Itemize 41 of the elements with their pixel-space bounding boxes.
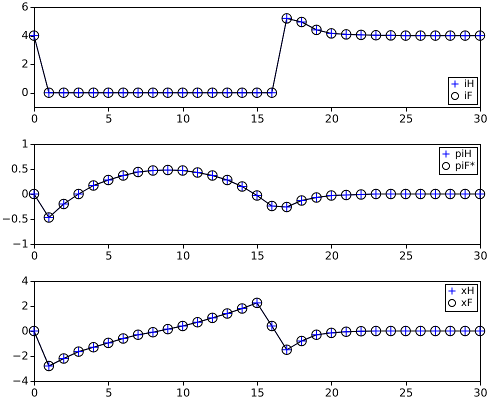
y-tick-label: 0 (22, 324, 28, 338)
y-tick-label: 4 (22, 274, 28, 288)
x-tick-label: 10 (176, 386, 190, 400)
x-tick-label: 30 (474, 250, 488, 262)
x-tick-label: 0 (31, 250, 38, 262)
y-tick-label: −2 (12, 350, 28, 362)
x-tick-label: 15 (250, 250, 264, 262)
y-tick-label: 2 (22, 300, 28, 312)
x-tick-label: 20 (324, 386, 339, 400)
y-tick-label: 0 (22, 86, 28, 100)
legend-label: piH (455, 149, 472, 160)
x-tick-label: 25 (399, 386, 414, 400)
legend-label: iH (464, 79, 474, 90)
x-tick-label: 30 (474, 112, 488, 126)
x-tick-label: 5 (105, 250, 112, 262)
y-tick-label: −4 (12, 374, 28, 388)
x-tick-label: 15 (250, 112, 264, 126)
y-tick-label: −0.5 (2, 212, 28, 226)
legend-label: xF (461, 298, 473, 309)
x-tick-label: 15 (250, 386, 264, 400)
y-tick-label: −1 (12, 238, 28, 250)
y-tick-label: 2 (22, 58, 28, 71)
x-tick-label: 25 (399, 250, 414, 262)
x-tick-label: 5 (105, 112, 112, 126)
y-tick-label: 1 (22, 138, 28, 150)
x-tick-label: 25 (399, 112, 414, 126)
x-tick-label: 20 (324, 112, 339, 126)
x-tick-label: 0 (31, 112, 38, 126)
x-tick-label: 10 (176, 112, 190, 126)
legend-label: xH (461, 286, 474, 297)
y-tick-label: 0.5 (11, 162, 28, 176)
x-tick-label: 5 (105, 386, 112, 400)
y-tick-label: 0 (22, 188, 28, 200)
x-tick-label: 10 (176, 250, 190, 262)
y-tick-label: 6 (22, 0, 28, 14)
legend-label: piF* (455, 161, 475, 172)
x-tick-label: 0 (31, 386, 38, 400)
y-tick-label: 4 (22, 29, 28, 42)
x-tick-label: 30 (474, 386, 488, 400)
x-tick-label: 20 (324, 250, 339, 262)
legend-label: iF (464, 91, 473, 102)
